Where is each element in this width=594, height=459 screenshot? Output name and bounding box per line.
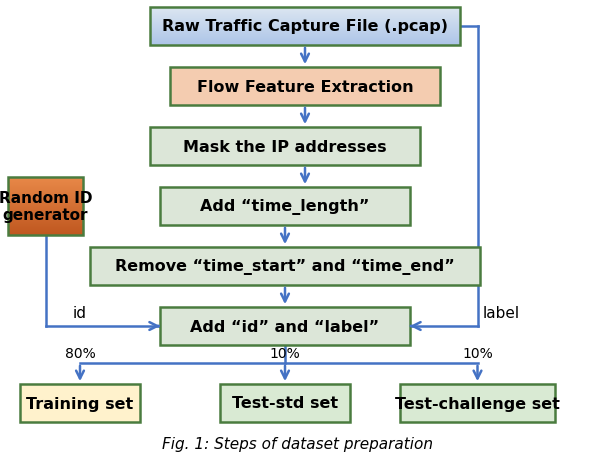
FancyBboxPatch shape <box>160 188 410 225</box>
Text: Flow Feature Extraction: Flow Feature Extraction <box>197 79 413 94</box>
Text: Fig. 1: Steps of dataset preparation: Fig. 1: Steps of dataset preparation <box>162 436 432 451</box>
FancyBboxPatch shape <box>90 247 480 285</box>
Text: Raw Traffic Capture File (.pcap): Raw Traffic Capture File (.pcap) <box>162 19 448 34</box>
FancyBboxPatch shape <box>150 128 420 166</box>
Text: id: id <box>73 305 87 320</box>
FancyBboxPatch shape <box>220 384 350 422</box>
Text: Mask the IP addresses: Mask the IP addresses <box>183 139 387 154</box>
Text: Random ID
generator: Random ID generator <box>0 190 92 223</box>
Text: Add “id” and “label”: Add “id” and “label” <box>191 319 380 334</box>
Text: 10%: 10% <box>462 346 493 360</box>
Text: Training set: Training set <box>26 396 134 411</box>
Text: Test-challenge set: Test-challenge set <box>395 396 560 411</box>
Text: Add “time_length”: Add “time_length” <box>200 199 369 214</box>
Text: 80%: 80% <box>65 346 96 360</box>
FancyBboxPatch shape <box>160 308 410 345</box>
Text: Remove “time_start” and “time_end”: Remove “time_start” and “time_end” <box>115 258 455 274</box>
FancyBboxPatch shape <box>400 384 555 422</box>
FancyBboxPatch shape <box>170 68 440 106</box>
FancyBboxPatch shape <box>20 384 140 422</box>
Text: Test-std set: Test-std set <box>232 396 338 411</box>
Text: 10%: 10% <box>270 346 301 360</box>
Text: label: label <box>483 305 520 320</box>
